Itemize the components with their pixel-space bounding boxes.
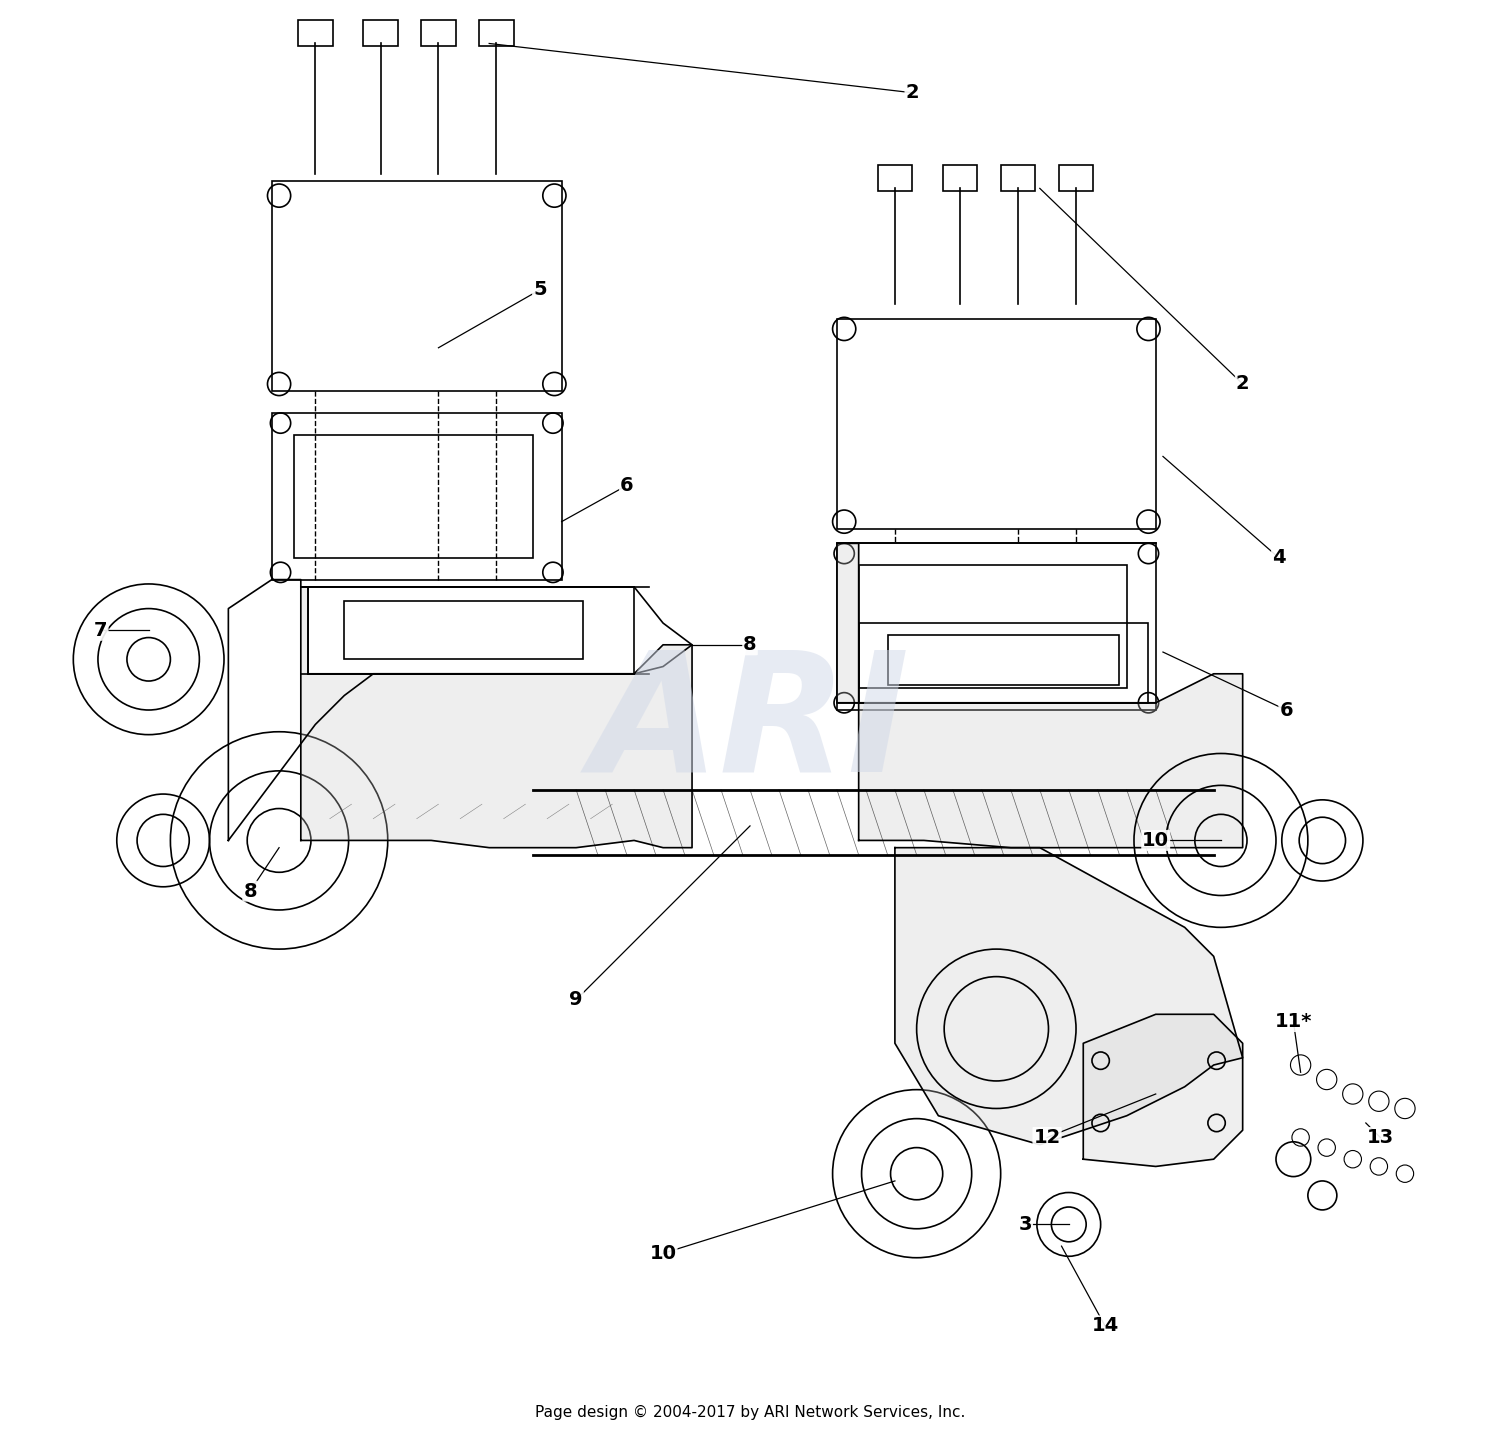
- Text: 12: 12: [1034, 1127, 1060, 1148]
- Bar: [294, 435, 532, 558]
- Bar: [837, 319, 1155, 529]
- Bar: [942, 165, 978, 191]
- Polygon shape: [1083, 1014, 1242, 1166]
- Bar: [858, 623, 1149, 703]
- Text: 3: 3: [1019, 1214, 1032, 1235]
- Bar: [345, 601, 584, 659]
- Polygon shape: [896, 848, 1242, 1145]
- Text: 6: 6: [1280, 700, 1293, 720]
- Text: 4: 4: [1272, 548, 1286, 568]
- Bar: [858, 565, 1126, 688]
- Text: 8: 8: [742, 635, 758, 655]
- Text: 2: 2: [906, 83, 920, 103]
- Text: 9: 9: [570, 990, 584, 1010]
- Bar: [878, 165, 912, 191]
- Text: 11*: 11*: [1275, 1011, 1312, 1032]
- Text: ARI: ARI: [591, 643, 909, 806]
- Bar: [272, 413, 561, 580]
- Text: 14: 14: [1092, 1316, 1119, 1336]
- Text: 10: 10: [650, 1243, 676, 1264]
- Text: 7: 7: [94, 620, 108, 640]
- Bar: [422, 20, 456, 46]
- Text: 13: 13: [1366, 1127, 1394, 1148]
- Bar: [363, 20, 398, 46]
- Bar: [298, 20, 333, 46]
- Polygon shape: [302, 587, 692, 848]
- Text: 6: 6: [620, 475, 633, 496]
- Text: 8: 8: [243, 881, 256, 901]
- Text: 2: 2: [1236, 374, 1250, 394]
- Bar: [1059, 165, 1094, 191]
- Bar: [1000, 165, 1035, 191]
- Text: Page design © 2004-2017 by ARI Network Services, Inc.: Page design © 2004-2017 by ARI Network S…: [536, 1406, 964, 1420]
- Text: 5: 5: [532, 280, 546, 300]
- Bar: [888, 635, 1119, 685]
- Polygon shape: [837, 543, 1242, 848]
- Bar: [837, 543, 1155, 710]
- Text: 10: 10: [1142, 830, 1168, 851]
- Bar: [478, 20, 514, 46]
- Bar: [272, 181, 561, 391]
